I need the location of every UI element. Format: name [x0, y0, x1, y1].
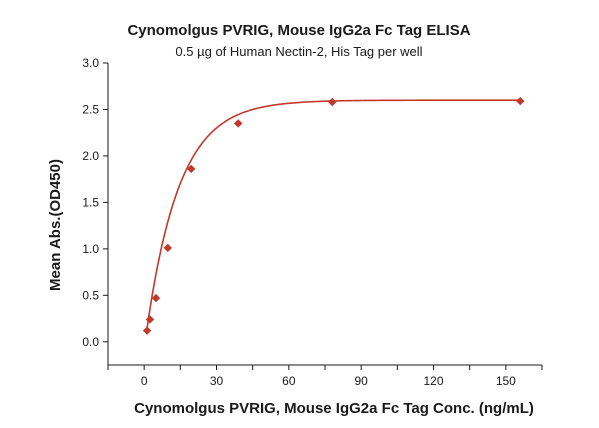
data-point [151, 293, 161, 303]
chart-title: Cynomolgus PVRIG, Mouse IgG2a Fc Tag ELI… [127, 22, 470, 39]
data-point [186, 164, 196, 174]
x-tick-label: 30 [210, 374, 224, 388]
chart-subtitle: 0.5 µg of Human Nectin-2, His Tag per we… [175, 44, 422, 59]
y-tick-label: 1.0 [82, 242, 99, 256]
x-tick-label: 60 [282, 374, 296, 388]
fit-curve-layer [146, 99, 521, 329]
y-tick-label: 0.0 [82, 335, 99, 349]
y-axis-label: Mean Abs.(OD450) [47, 159, 64, 291]
y-tick-label: 0.5 [82, 288, 99, 302]
data-points-layer [142, 96, 525, 335]
data-point [234, 119, 243, 128]
y-tick-label: 3.0 [82, 56, 99, 70]
y-tick-label: 2.0 [82, 149, 99, 163]
axes: 0.0 0.5 1.0 1.5 2.0 2.5 3.0 0 30 60 90 120 150 [82, 56, 543, 388]
x-tick-label: 0 [141, 374, 148, 388]
data-point [516, 96, 525, 106]
x-tick-label: 90 [354, 374, 368, 388]
x-tick-label: 120 [423, 374, 443, 388]
data-point [328, 97, 337, 107]
data-point [145, 315, 155, 324]
data-point [142, 326, 152, 335]
data-point [163, 243, 172, 253]
x-axis-label: Cynomolgus PVRIG, Mouse IgG2a Fc Tag Con… [134, 400, 534, 417]
fit-curve [146, 99, 521, 329]
y-tick-label: 1.5 [82, 195, 99, 209]
y-tick-label: 2.5 [82, 102, 99, 116]
x-tick-label: 150 [496, 374, 516, 388]
